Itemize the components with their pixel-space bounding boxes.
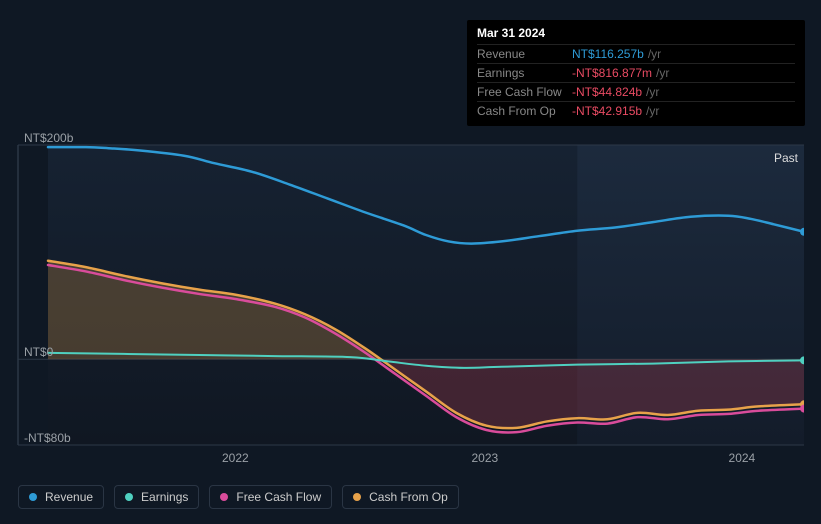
legend-dot-icon — [353, 493, 361, 501]
tooltip-row-label: Cash From Op — [477, 104, 572, 118]
legend-item[interactable]: Cash From Op — [342, 485, 459, 509]
legend-item[interactable]: Earnings — [114, 485, 199, 509]
x-axis-label: 2023 — [471, 451, 498, 465]
tooltip-row-suffix: /yr — [646, 104, 659, 118]
legend-label: Revenue — [45, 490, 93, 504]
tooltip-row: RevenueNT$116.257b/yr — [477, 44, 795, 63]
legend: Revenue Earnings Free Cash Flow Cash From O… — [18, 485, 459, 509]
y-axis-label: NT$200b — [24, 131, 73, 145]
chart-tooltip: Mar 31 2024 RevenueNT$116.257b/yrEarning… — [467, 20, 805, 126]
chart-container: Mar 31 2024 RevenueNT$116.257b/yrEarning… — [0, 0, 821, 524]
legend-item[interactable]: Revenue — [18, 485, 104, 509]
x-axis-label: 2022 — [222, 451, 249, 465]
tooltip-row-label: Free Cash Flow — [477, 85, 572, 99]
tooltip-row-suffix: /yr — [646, 85, 659, 99]
tooltip-row-value: -NT$42.915b — [572, 104, 642, 118]
tooltip-row-suffix: /yr — [656, 66, 669, 80]
y-axis-label: -NT$80b — [24, 431, 71, 445]
tooltip-row: Cash From Op-NT$42.915b/yr — [477, 101, 795, 120]
tooltip-row: Free Cash Flow-NT$44.824b/yr — [477, 82, 795, 101]
legend-dot-icon — [125, 493, 133, 501]
legend-label: Earnings — [141, 490, 188, 504]
legend-label: Cash From Op — [369, 490, 448, 504]
tooltip-row-suffix: /yr — [648, 47, 661, 61]
legend-label: Free Cash Flow — [236, 490, 321, 504]
tooltip-row-value: -NT$44.824b — [572, 85, 642, 99]
tooltip-row-value: -NT$816.877m — [572, 66, 652, 80]
tooltip-title: Mar 31 2024 — [477, 26, 795, 40]
tooltip-row: Earnings-NT$816.877m/yr — [477, 63, 795, 82]
legend-dot-icon — [220, 493, 228, 501]
legend-dot-icon — [29, 493, 37, 501]
tooltip-row-label: Earnings — [477, 66, 572, 80]
tooltip-row-label: Revenue — [477, 47, 572, 61]
x-axis-label: 2024 — [729, 451, 756, 465]
y-axis-label: NT$0 — [24, 345, 53, 359]
past-label: Past — [774, 151, 798, 165]
legend-item[interactable]: Free Cash Flow — [209, 485, 332, 509]
tooltip-row-value: NT$116.257b — [572, 47, 644, 61]
